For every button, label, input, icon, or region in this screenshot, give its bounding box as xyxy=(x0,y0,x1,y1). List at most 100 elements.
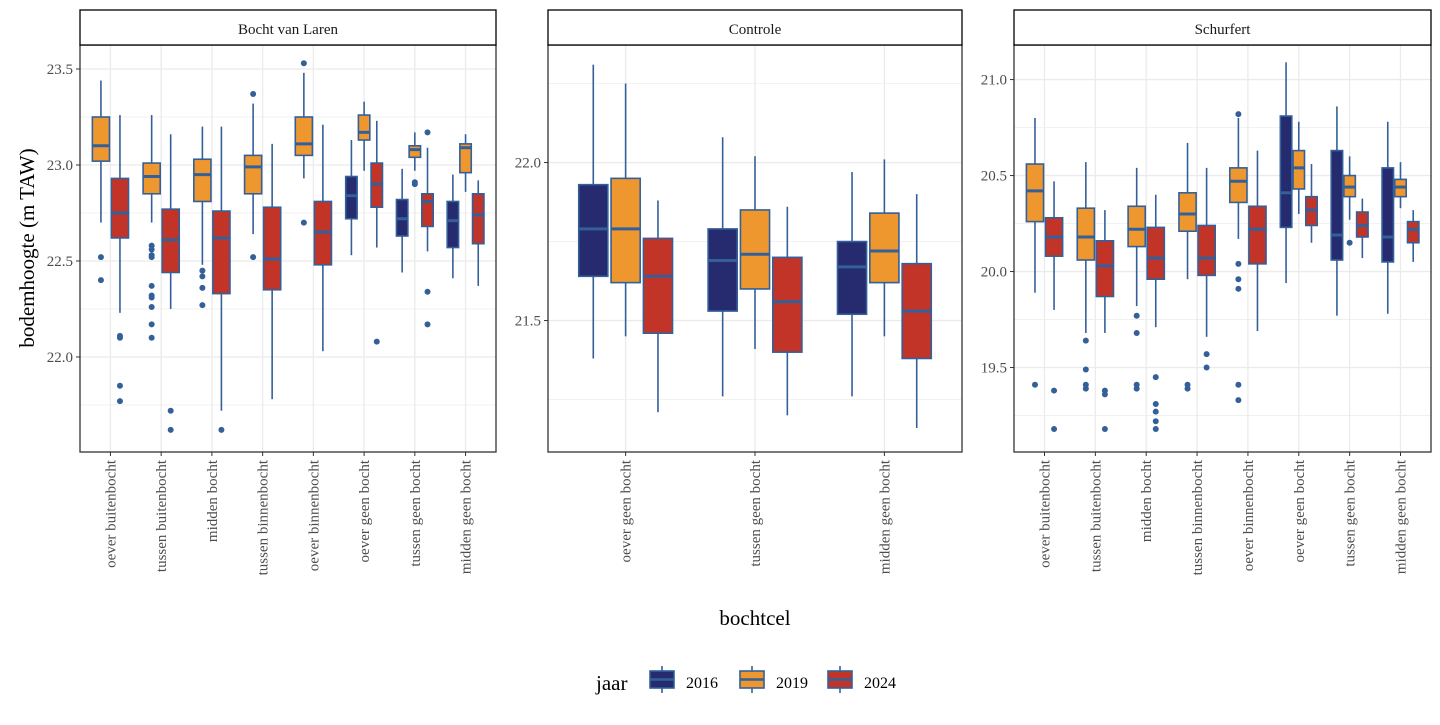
outlier-point xyxy=(1082,366,1089,373)
outlier-point xyxy=(116,398,123,405)
outlier-point xyxy=(218,426,225,433)
outlier-point xyxy=(148,254,155,261)
box-2016 xyxy=(1279,62,1293,284)
outlier-point xyxy=(1346,239,1353,246)
outlier-point xyxy=(167,426,174,433)
x-axis-title: bochtcel xyxy=(719,606,790,630)
outlier-point xyxy=(199,273,206,280)
legend-key-2016 xyxy=(649,666,675,693)
y-tick-label: 19.5 xyxy=(981,361,1007,377)
outlier-point xyxy=(373,338,380,345)
outlier-point xyxy=(1082,337,1089,344)
box-iqr xyxy=(459,143,473,174)
outlier-point xyxy=(1031,381,1038,388)
box-iqr xyxy=(142,162,162,195)
x-tick-label: tussen binnenbocht xyxy=(256,459,272,575)
outlier-point xyxy=(300,60,307,67)
box-iqr xyxy=(1381,167,1395,263)
box-iqr xyxy=(869,212,900,284)
box-iqr xyxy=(1095,240,1115,298)
outlier-point xyxy=(300,219,307,226)
box-2024 xyxy=(771,206,803,416)
y-tick-label: 23.0 xyxy=(47,158,73,174)
box-2016 xyxy=(707,137,739,397)
box-2019 xyxy=(91,80,111,284)
box-2024 xyxy=(901,194,933,428)
box-2024 xyxy=(313,124,333,352)
y-tick-label: 22.0 xyxy=(47,350,73,366)
legend-key-2019 xyxy=(739,666,765,693)
box-iqr xyxy=(294,116,314,157)
facet-panel-controle: 21.5 22.0 oever geen bocht tussen geen boch… xyxy=(515,9,963,574)
y-axis-title: bodemhoogte (m TAW) xyxy=(15,148,39,347)
box-2024 xyxy=(1406,210,1420,262)
outlier-point xyxy=(250,254,257,261)
box-2019 xyxy=(610,83,641,337)
outlier-point xyxy=(1101,391,1108,398)
box-2024 xyxy=(1044,181,1064,432)
outlier-point xyxy=(1203,351,1210,358)
box-iqr xyxy=(1025,163,1045,223)
box-iqr xyxy=(1248,205,1267,265)
y-tick-label: 21.0 xyxy=(981,73,1007,89)
outlier-point xyxy=(1082,385,1089,392)
outlier-point xyxy=(167,407,174,414)
outlier-point xyxy=(1051,425,1058,432)
outlier-point xyxy=(148,321,155,328)
x-tick-label: midden geen bocht xyxy=(877,459,893,574)
box-2019 xyxy=(459,134,473,192)
box-2019 xyxy=(243,90,263,261)
box-iqr xyxy=(212,210,231,295)
outlier-point xyxy=(411,181,418,188)
legend: jaar 2016 2019 2024 xyxy=(595,666,896,695)
box-iqr xyxy=(408,144,422,159)
outlier-point xyxy=(1133,385,1140,392)
x-tick-label: oever geen bocht xyxy=(619,459,635,562)
legend-title: jaar xyxy=(595,671,627,695)
box-iqr xyxy=(193,158,212,203)
box-iqr xyxy=(344,175,358,220)
box-iqr xyxy=(577,183,609,278)
x-tick-label: tussen geen bocht xyxy=(408,459,424,566)
box-2019 xyxy=(1127,167,1147,392)
outlier-point xyxy=(1235,381,1242,388)
facet-strip-label: Schurfert xyxy=(1195,22,1252,38)
box-2024 xyxy=(642,200,674,413)
box-2024 xyxy=(471,180,485,286)
x-tick-label: oever buitenbocht xyxy=(103,459,119,568)
x-tick-label: oever binnenbocht xyxy=(306,459,322,571)
facet-strip-label: Controle xyxy=(729,22,782,38)
box-2024 xyxy=(1146,194,1166,432)
legend-label: 2024 xyxy=(864,675,896,692)
outlier-point xyxy=(148,304,155,311)
box-iqr xyxy=(243,154,263,195)
outlier-point xyxy=(148,282,155,289)
box-iqr xyxy=(1330,149,1344,261)
box-2016 xyxy=(446,174,460,279)
outlier-point xyxy=(424,321,431,328)
outlier-point xyxy=(116,382,123,389)
outlier-point xyxy=(1235,260,1242,267)
outlier-point xyxy=(1203,364,1210,371)
box-2019 xyxy=(1025,117,1045,388)
box-iqr xyxy=(707,228,739,312)
box-2024 xyxy=(421,129,435,328)
box-2019 xyxy=(142,115,162,341)
box-iqr xyxy=(421,192,435,228)
facet-strip-label: Bocht van Laren xyxy=(238,22,338,38)
box-2024 xyxy=(1248,150,1267,332)
box-2019 xyxy=(739,156,771,349)
outlier-point xyxy=(97,277,104,284)
box-iqr xyxy=(771,256,803,353)
facet-panel-bocht-van-laren: 22.0 22.5 23.0 23.5 oever buitenbocht tussen … xyxy=(47,9,497,575)
x-tick-label: tussen geen bocht xyxy=(1343,459,1359,566)
outlier-point xyxy=(1152,418,1159,425)
x-tick-label: midden bocht xyxy=(205,459,221,542)
outlier-point xyxy=(1235,111,1242,118)
outlier-point xyxy=(1235,285,1242,292)
outlier-point xyxy=(1152,374,1159,381)
y-tick-label: 23.5 xyxy=(47,62,73,78)
x-tick-label: tussen geen bocht xyxy=(748,459,764,566)
y-tick-label: 20.0 xyxy=(981,265,1007,281)
x-tick-label: midden bocht xyxy=(1139,459,1155,542)
